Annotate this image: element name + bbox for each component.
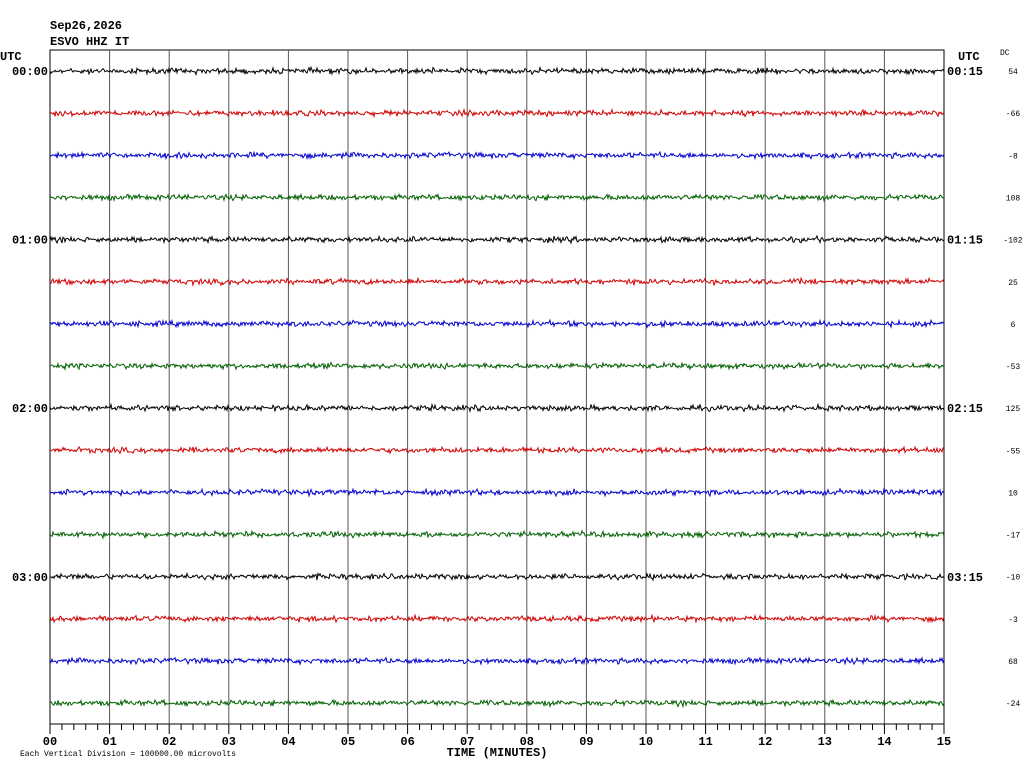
x-axis-label: TIME (MINUTES)	[447, 746, 548, 760]
x-tick-label: 01	[102, 735, 116, 749]
right-time: 03:15	[947, 571, 983, 585]
trace	[49, 402, 945, 413]
x-tick-label: 02	[162, 735, 176, 749]
right-time: 02:15	[947, 402, 983, 416]
dc-value: -3	[1008, 616, 1018, 625]
trace	[49, 698, 945, 709]
trace	[49, 107, 945, 119]
x-tick-label: 08	[520, 735, 534, 749]
dc-value: -53	[1006, 363, 1021, 372]
dc-value: -17	[1006, 532, 1021, 541]
left-utc: UTC	[0, 50, 22, 64]
dc-value: 125	[1006, 405, 1021, 414]
x-tick-label: 05	[341, 735, 355, 749]
plot-frame	[49, 49, 945, 725]
date: Sep26,2026	[50, 19, 122, 33]
dc-value: 108	[1006, 195, 1021, 204]
trace	[49, 65, 945, 77]
trace	[49, 318, 945, 329]
dc-value: 68	[1008, 658, 1018, 667]
trace	[49, 529, 945, 540]
trace	[49, 276, 945, 287]
x-tick-label: 12	[758, 735, 772, 749]
trace	[49, 487, 945, 498]
x-tick-label: 00	[43, 735, 57, 749]
right-utc: UTC	[958, 50, 980, 64]
dc-value: -10	[1006, 574, 1021, 583]
dc-value: -8	[1008, 152, 1018, 161]
dc-value: 6	[1011, 321, 1016, 330]
x-tick-label: 15	[937, 735, 951, 749]
x-tick-label: 03	[222, 735, 236, 749]
dc-value: 25	[1008, 279, 1018, 288]
dc-value: -66	[1006, 110, 1021, 119]
trace	[49, 150, 945, 161]
dc-value: -102	[1003, 237, 1022, 246]
left-time: 03:00	[12, 571, 48, 585]
dc-label: DC	[1000, 49, 1010, 58]
x-tick-label: 10	[639, 735, 653, 749]
dc-value: -55	[1006, 447, 1021, 456]
left-time: 00:00	[12, 65, 48, 79]
right-time: 01:15	[947, 234, 983, 248]
dc-value: 10	[1008, 489, 1018, 498]
station: ESVO HHZ IT	[50, 35, 129, 49]
x-tick-label: 13	[818, 735, 832, 749]
trace	[49, 445, 945, 455]
x-tick-label: 14	[877, 735, 891, 749]
x-tick-label: 07	[460, 735, 474, 749]
left-time: 01:00	[12, 234, 48, 248]
dc-value: -24	[1006, 700, 1021, 709]
trace	[49, 360, 945, 371]
left-time: 02:00	[12, 402, 48, 416]
trace	[49, 234, 945, 245]
trace	[49, 192, 945, 203]
footer: Each Vertical Division = 100000.00 micro…	[20, 750, 236, 759]
x-tick-label: 11	[698, 735, 712, 749]
trace	[49, 656, 945, 666]
x-tick-label: 06	[400, 735, 414, 749]
x-tick-label: 04	[281, 735, 295, 749]
dc-value: 54	[1008, 68, 1018, 77]
x-tick-label: 09	[579, 735, 593, 749]
trace	[49, 613, 945, 624]
trace	[49, 571, 945, 582]
right-time: 00:15	[947, 65, 983, 79]
